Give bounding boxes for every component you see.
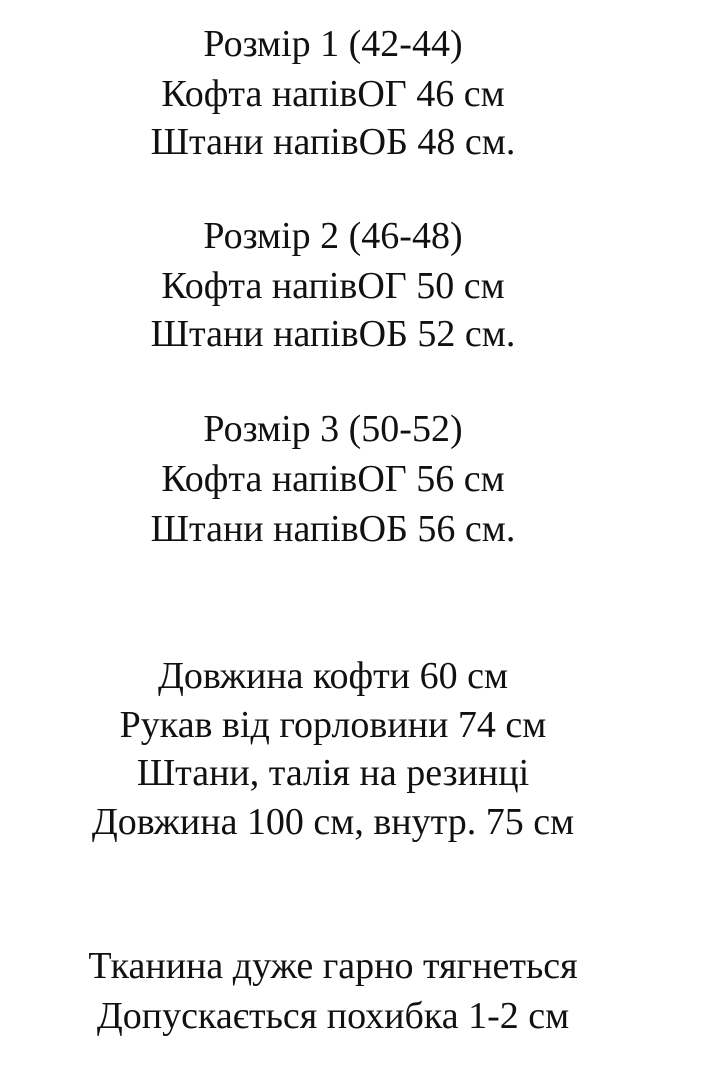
size-3-top: Кофта напівОГ 56 см (161, 458, 505, 500)
size-3-pants: Штани напівОБ 56 см. (150, 508, 516, 550)
size-1-top: Кофта напівОГ 46 см (161, 73, 505, 115)
detail-line: Довжина кофти 60 см (157, 655, 509, 697)
size-1-title: Розмір 1 (42-44) (203, 23, 463, 65)
detail-line: Рукав від горловини 74 см (119, 704, 547, 746)
size-2-top: Кофта напівОГ 50 см (161, 265, 505, 307)
detail-line: Довжина 100 см, внутр. 75 см (91, 801, 575, 843)
detail-line: Штани, талія на резинці (136, 752, 530, 794)
size-3-title: Розмір 3 (50-52) (203, 408, 463, 450)
size-2-title: Розмір 2 (46-48) (203, 215, 463, 257)
size-2-pants: Штани напівОБ 52 см. (150, 313, 516, 355)
size-1-pants: Штани напівОБ 48 см. (150, 121, 516, 163)
note-line: Тканина дуже гарно тягнеться (88, 945, 578, 987)
note-line: Допускається похибка 1-2 см (96, 995, 570, 1037)
